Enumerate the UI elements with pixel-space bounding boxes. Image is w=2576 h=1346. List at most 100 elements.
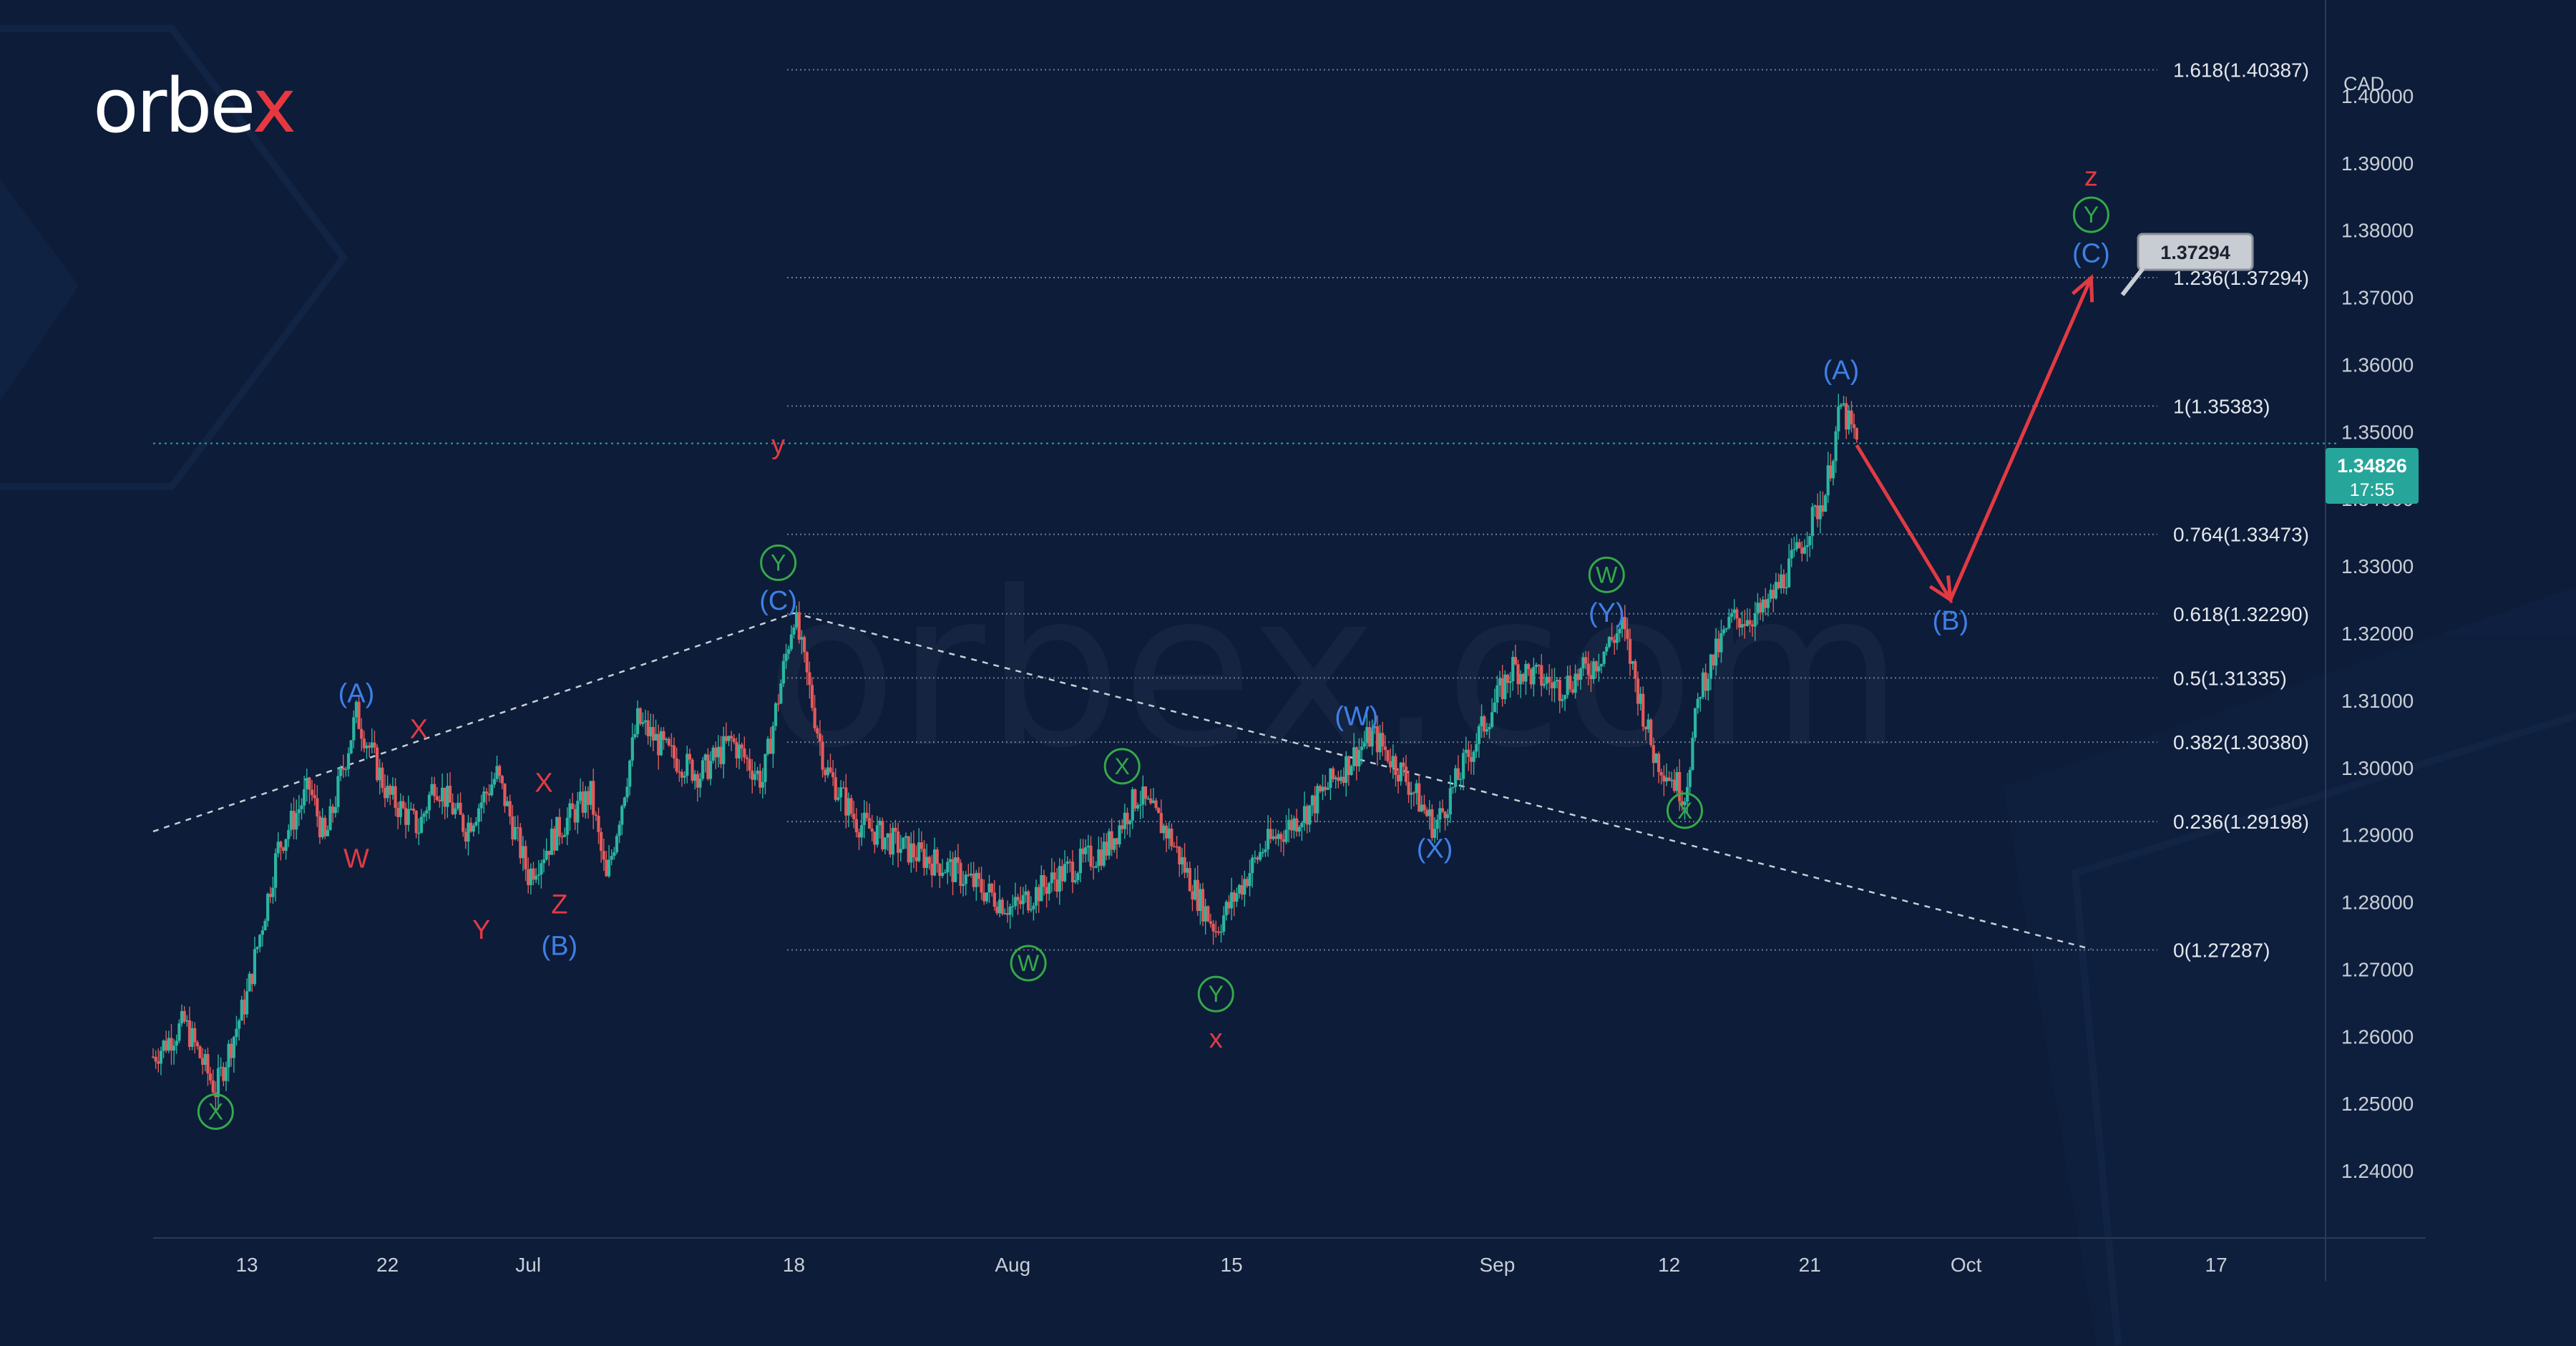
candle-body	[909, 843, 913, 863]
candle-body	[1313, 795, 1317, 814]
candle-body	[912, 843, 916, 858]
candle-body	[1842, 403, 1845, 405]
candle-body	[800, 637, 804, 640]
candle-body	[1610, 637, 1614, 640]
candle-body	[1584, 657, 1588, 664]
candle-body	[1769, 590, 1772, 599]
candle-body	[1058, 866, 1061, 892]
candle-body	[1013, 897, 1018, 907]
candle-body	[177, 1023, 181, 1041]
candle-body	[802, 637, 806, 653]
candle-body	[584, 791, 587, 813]
candle-body	[260, 930, 264, 935]
candle-body	[959, 862, 962, 887]
y-tick-label: 1.35000	[2341, 421, 2414, 443]
candle-body	[1764, 599, 1767, 608]
candle-body	[657, 733, 660, 756]
candle-body	[1571, 689, 1575, 693]
candle-body	[1211, 923, 1215, 932]
logo-text-accent: x	[252, 62, 297, 150]
candle-body	[1068, 861, 1072, 863]
wave-label-circle	[1010, 945, 1047, 982]
time-axis[interactable]: 13 22 Jul 18 Aug 15 Sep 12 21 Oct 17	[235, 1254, 2227, 1276]
candle-body	[243, 1000, 246, 1015]
candle-body	[1513, 657, 1517, 665]
candle-body	[633, 733, 637, 738]
candle-body	[714, 747, 718, 758]
price-axis[interactable]: 1.24000 1.25000 1.26000 1.27000 1.28000 1.290…	[2341, 85, 2414, 1182]
candle-body	[1654, 754, 1658, 764]
candle-body	[1589, 675, 1593, 680]
candle-body	[1222, 915, 1226, 932]
candle-body	[1657, 754, 1661, 773]
wave-label: y	[771, 430, 785, 460]
candle-body	[1352, 747, 1356, 766]
candle-body	[625, 786, 629, 798]
candle-body	[1204, 906, 1207, 922]
candle-body	[1297, 827, 1301, 832]
candle-body	[1556, 680, 1559, 682]
candle-body	[394, 786, 397, 809]
candle-body	[1073, 880, 1077, 882]
candle-body	[560, 836, 564, 838]
candle-body	[1237, 884, 1241, 894]
candle-body	[581, 791, 585, 813]
candle-body	[1605, 646, 1609, 652]
candle-body	[1128, 820, 1132, 824]
candle-body	[362, 738, 366, 748]
candle-body	[1115, 838, 1119, 844]
candle-body	[321, 817, 324, 837]
candle-body	[341, 767, 345, 770]
projection-arrowhead	[1928, 575, 1953, 603]
candle-body	[1581, 657, 1585, 669]
candle-body	[1672, 779, 1677, 791]
candle-body	[255, 947, 259, 950]
candle-body	[688, 754, 691, 760]
candle-body	[467, 822, 470, 842]
candle-body	[570, 803, 575, 809]
x-tick-label: 21	[1799, 1254, 1821, 1276]
candle-body	[1138, 804, 1142, 806]
candle-body	[1594, 661, 1598, 672]
x-tick-label: 12	[1658, 1254, 1680, 1276]
candle-body	[930, 863, 934, 876]
candle-body	[456, 802, 460, 809]
candle-body	[1652, 745, 1655, 764]
candle-body	[813, 708, 816, 728]
candle-body	[628, 760, 632, 787]
candle-body	[185, 1020, 189, 1022]
background-decoration	[0, 25, 2576, 1346]
candle-body	[1292, 818, 1296, 831]
candle-body	[396, 808, 400, 817]
candle-body	[1519, 673, 1523, 685]
candle-body	[967, 874, 970, 876]
candle-body	[886, 833, 889, 838]
fib-level-label: 0(1.27287)	[2173, 939, 2270, 961]
candle-body	[1563, 695, 1567, 700]
candle-body	[643, 720, 648, 723]
candle-body	[266, 894, 270, 921]
candle-body	[1704, 672, 1707, 691]
candle-body	[883, 837, 887, 849]
candle-body	[1146, 798, 1150, 800]
candle-body	[1159, 813, 1163, 834]
candle-body	[613, 852, 616, 857]
candle-body	[935, 849, 939, 864]
candle-body	[268, 894, 272, 897]
candle-body	[557, 816, 561, 837]
candle-body	[513, 826, 517, 840]
candle-body	[227, 1043, 230, 1068]
wave-label: X	[1677, 798, 1692, 824]
candle-body	[1735, 609, 1739, 619]
candle-body	[1428, 809, 1431, 816]
candle-body	[771, 726, 775, 754]
candle-body	[586, 791, 590, 805]
candle-body	[1438, 808, 1442, 820]
candle-body	[795, 612, 799, 628]
candle-body	[607, 859, 611, 877]
candle-body	[899, 849, 902, 853]
candle-body	[208, 1073, 213, 1081]
candle-body	[854, 819, 858, 833]
candle-body	[1029, 909, 1033, 911]
candle-body	[375, 747, 379, 781]
